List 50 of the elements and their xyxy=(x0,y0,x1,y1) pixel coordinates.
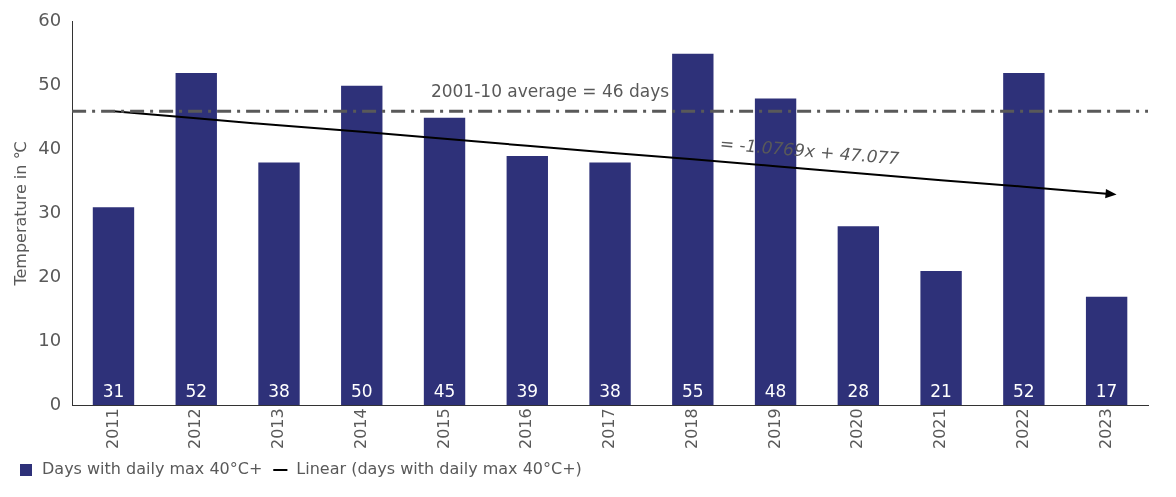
y-tick-label: 50 xyxy=(38,73,62,95)
bar xyxy=(1085,296,1128,406)
x-tick-label: 2015 xyxy=(433,408,453,449)
y-tick-label: 60 xyxy=(38,9,62,31)
x-tick-label: 2022 xyxy=(1013,408,1033,449)
data-label: 31 xyxy=(102,381,125,402)
x-tick-label: 2019 xyxy=(764,408,784,449)
bar xyxy=(92,207,135,406)
data-label: 52 xyxy=(1013,381,1035,402)
data-label: 48 xyxy=(764,381,787,402)
data-label: 45 xyxy=(433,381,456,402)
bar xyxy=(175,72,217,406)
x-tick-label: 2013 xyxy=(268,408,288,449)
data-label: 39 xyxy=(516,381,539,402)
data-label: 28 xyxy=(847,381,870,402)
bar xyxy=(341,85,383,406)
legend-label: Days with daily max 40°C+ xyxy=(42,459,263,479)
bar xyxy=(589,162,631,406)
legend-label: Linear (days with daily max 40°C+) xyxy=(296,459,582,479)
x-tick-label: 2017 xyxy=(599,408,619,449)
bar xyxy=(672,53,714,406)
annotation: = -1.0769x + 47.077 xyxy=(719,133,901,169)
data-label: 52 xyxy=(185,381,208,402)
x-tick-label: 2021 xyxy=(930,408,950,449)
data-label: 21 xyxy=(930,381,952,402)
data-label: 50 xyxy=(350,381,373,402)
x-tick-label: 2014 xyxy=(350,408,370,449)
bar xyxy=(1003,72,1045,406)
y-axis-title: Temperature in ℃ xyxy=(10,141,30,287)
y-tick-label: 30 xyxy=(38,201,62,223)
x-tick-label: 2020 xyxy=(847,408,867,449)
data-label: 38 xyxy=(268,381,290,402)
bar xyxy=(258,162,300,406)
x-tick-label: 2011 xyxy=(102,408,122,449)
y-tick-label: 20 xyxy=(38,265,62,287)
bar xyxy=(423,117,466,406)
ref-line-label: 2001-10 average = 46 days xyxy=(430,81,670,102)
data-label: 55 xyxy=(681,381,704,402)
bar xyxy=(920,271,962,406)
y-tick-label: 10 xyxy=(38,329,62,351)
bar xyxy=(837,226,880,406)
data-label: 38 xyxy=(599,381,621,402)
bar xyxy=(506,156,548,406)
x-tick-label: 2016 xyxy=(516,408,536,449)
x-tick-label: 2018 xyxy=(681,408,701,449)
y-tick-label: 40 xyxy=(38,137,62,159)
x-tick-label: 2012 xyxy=(185,408,205,449)
y-tick-label: 0 xyxy=(49,392,62,414)
x-tick-label: 2023 xyxy=(1095,408,1115,449)
data-label: 17 xyxy=(1095,381,1118,402)
